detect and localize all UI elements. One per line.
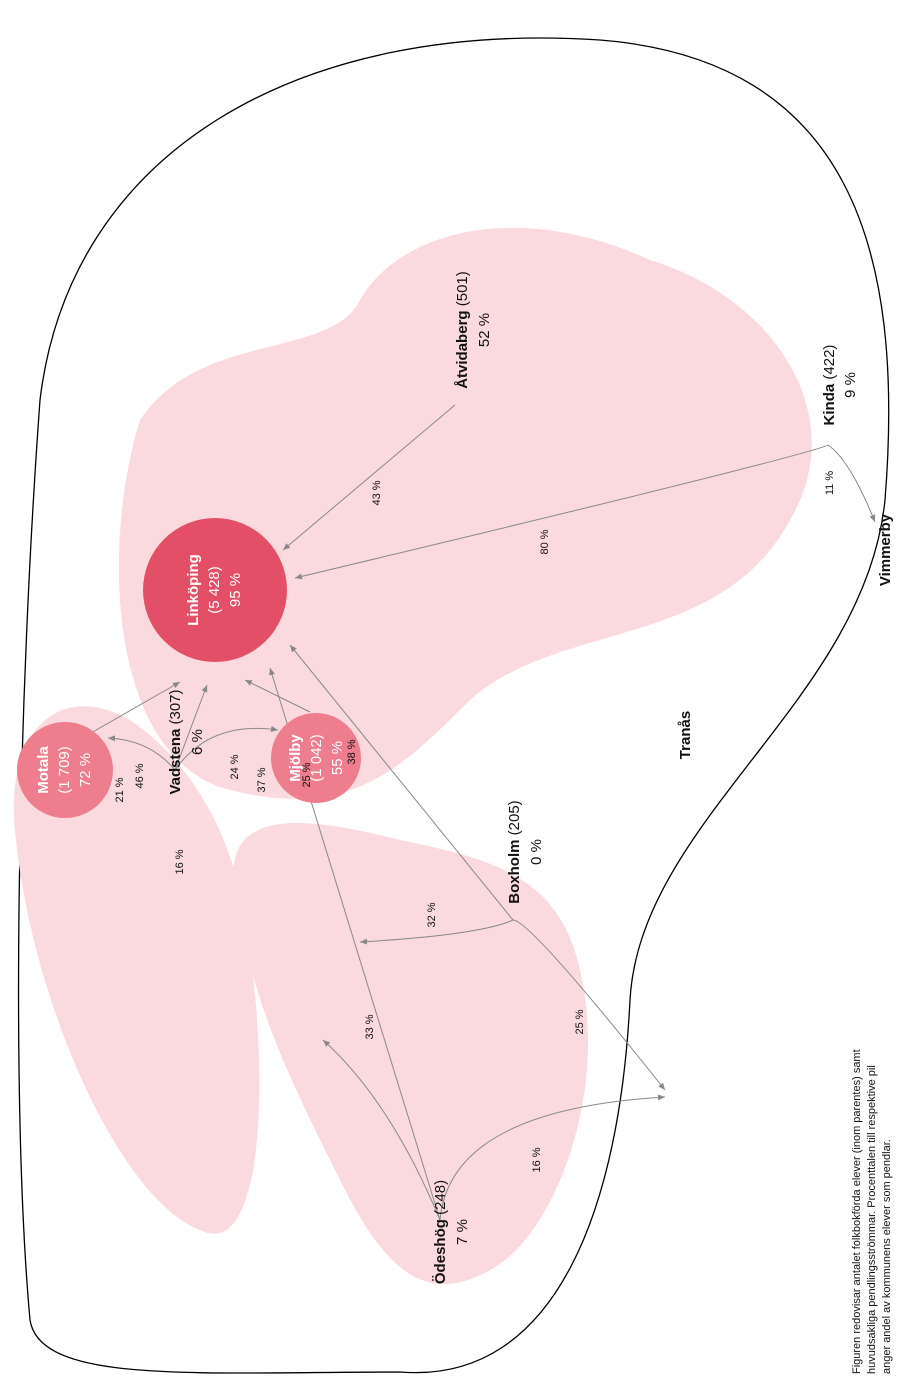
edge-label: 11 % xyxy=(824,471,836,495)
arrow xyxy=(174,684,208,771)
arrow xyxy=(322,1039,441,1221)
node-count: (1 709) xyxy=(56,746,73,794)
node-count: (1 042) xyxy=(308,734,325,782)
node-share: 0 % xyxy=(528,839,545,865)
edge-label: 32 % xyxy=(426,902,438,927)
edge-label: 16 % xyxy=(531,1147,543,1172)
node-count: (307) xyxy=(167,689,184,724)
edge-label: 25 % xyxy=(574,1009,586,1034)
edge-label: 16 % xyxy=(174,849,186,874)
arrow xyxy=(827,444,876,523)
node-circle xyxy=(271,713,361,803)
node-name: Motala xyxy=(35,746,52,794)
arrow xyxy=(244,679,311,713)
node-count: (422) xyxy=(821,345,838,380)
caption-line: huvudsakliga pendlingsströmmar. Procentt… xyxy=(866,1065,878,1374)
node-share: 72 % xyxy=(77,753,94,787)
edge-label: 43 % xyxy=(371,480,383,505)
edge-label: 37 % xyxy=(256,767,268,792)
node-label: Kinda (422) xyxy=(821,345,838,426)
edge-label: 38 % xyxy=(346,739,358,764)
node-name: Ödeshög xyxy=(432,1219,449,1284)
node-name: Boxholm xyxy=(506,840,523,904)
node-share: 52 % xyxy=(476,313,493,347)
region xyxy=(13,706,260,1234)
arrow xyxy=(359,919,514,945)
node-count: (248) xyxy=(432,1180,449,1215)
region xyxy=(233,822,588,1285)
node-name: Linköping xyxy=(185,554,202,626)
edge-label: 25 % xyxy=(301,762,313,787)
arrow xyxy=(107,735,176,771)
node-label: Boxholm (205) xyxy=(506,800,523,903)
node-name: Mjölby xyxy=(287,734,304,782)
arrow xyxy=(282,404,456,551)
edge-label: 21 % xyxy=(114,777,126,802)
node-count: (5 428) xyxy=(206,566,223,614)
node-name: Tranås xyxy=(677,711,694,759)
node-name: Vimmerby xyxy=(877,513,894,586)
node-share: 6 % xyxy=(189,729,206,755)
outer-boundary xyxy=(17,37,890,1374)
node-label: Ödeshög (248) xyxy=(432,1180,449,1284)
arrow xyxy=(439,1094,666,1221)
caption-line: anger andel av kommunens elever som pend… xyxy=(881,1139,893,1374)
node-name: Åtvidaberg xyxy=(454,310,471,388)
edge-label: 46 % xyxy=(134,763,146,788)
edge-label: 24 % xyxy=(229,754,241,779)
region xyxy=(118,227,812,799)
node-share: 55 % xyxy=(329,741,346,775)
caption-line: Figuren redovisar antalet folkbokförda e… xyxy=(851,1049,863,1374)
edge-label: 33 % xyxy=(364,1014,376,1039)
node-label: Vadstena (307) xyxy=(167,689,184,794)
node-count: (501) xyxy=(454,271,471,306)
node-label: Åtvidaberg (501) xyxy=(454,271,471,389)
node-share: 95 % xyxy=(227,573,244,607)
arrow xyxy=(289,644,514,921)
edge-label: 80 % xyxy=(539,529,551,554)
node-name: Vadstena xyxy=(167,728,184,795)
node-name: Kinda xyxy=(821,383,838,425)
arrow xyxy=(294,444,829,580)
node-circle xyxy=(17,722,113,818)
arrow xyxy=(512,919,666,1091)
node-circle xyxy=(143,518,287,662)
arrow xyxy=(174,726,279,771)
node-count: (205) xyxy=(506,800,523,835)
node-share: 7 % xyxy=(454,1219,471,1245)
node-share: 9 % xyxy=(842,372,859,398)
